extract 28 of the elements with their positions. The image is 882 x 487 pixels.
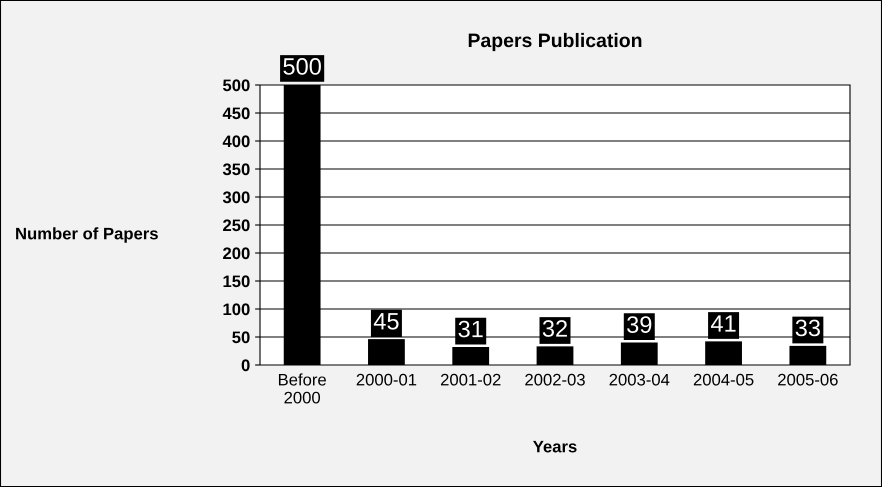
y-tick-label: 150 — [224, 275, 250, 288]
x-tick-label: 2004-05 — [694, 374, 754, 386]
y-tick-label: 0 — [242, 359, 250, 372]
x-tick-label: Before 2000 — [278, 373, 326, 404]
y-tick-label: 400 — [222, 135, 250, 148]
data-label: 31 — [458, 320, 483, 338]
y-tick-label: 250 — [223, 219, 250, 232]
y-tick-label: 300 — [222, 191, 250, 204]
x-axis-title: Years — [533, 440, 577, 452]
data-label: 39 — [627, 316, 652, 333]
y-axis-title: Number of Papers — [16, 227, 158, 243]
x-tick-label: 2001-02 — [440, 374, 500, 386]
x-tick-label: 2000-01 — [356, 374, 416, 386]
data-label: 500 — [283, 58, 321, 75]
data-label: 41 — [710, 315, 736, 332]
data-label: 33 — [796, 320, 820, 336]
y-tick-label: 450 — [222, 107, 250, 120]
data-label: 45 — [374, 313, 399, 330]
chart-title: Papers Publication — [468, 32, 642, 52]
y-tick-label: 50 — [232, 331, 250, 344]
y-tick-label: 350 — [222, 163, 250, 176]
x-tick-label: 2002-03 — [525, 374, 585, 386]
y-tick-label: 500 — [222, 79, 250, 92]
x-tick-label: 2003-04 — [610, 374, 670, 386]
y-tick-label: 100 — [224, 303, 250, 316]
data-label: 32 — [542, 320, 567, 337]
y-tick-label: 200 — [223, 247, 250, 260]
x-tick-label: 2005-06 — [778, 374, 838, 386]
